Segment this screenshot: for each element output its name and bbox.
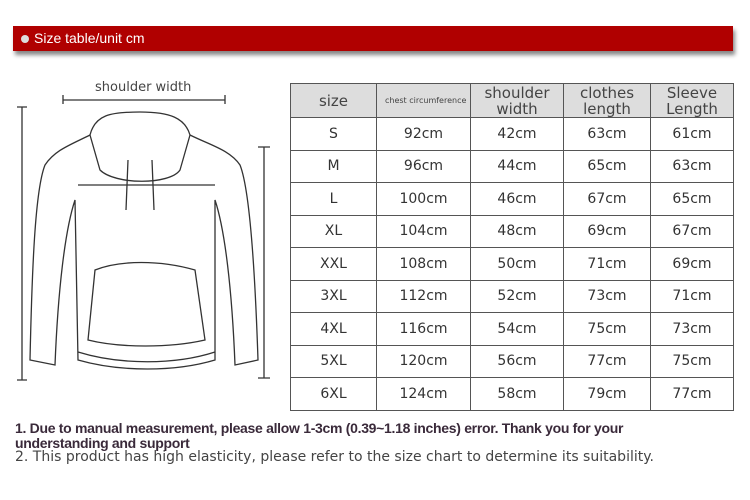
note-2: 2. This product has high elasticity, ple… [15,449,654,465]
table-row: M 96cm 44cm 65cm 63cm [290,149,734,183]
table-cell: 69cm [650,247,734,281]
table-cell: M [290,149,377,183]
table-row: XL 104cm 48cm 69cm 67cm [290,214,734,248]
table-row: 5XL 120cm 56cm 77cm 75cm [290,344,734,378]
table-cell: 58cm [470,377,564,411]
table-cell: 6XL [290,377,377,411]
table-cell: 65cm [650,182,734,216]
table-cell: 96cm [376,149,471,183]
size-table-banner: Size table/unit cm [13,26,733,51]
table-cell: 92cm [376,117,471,151]
table-cell: XL [290,214,377,248]
table-cell: 63cm [650,149,734,183]
table-cell: 67cm [650,214,734,248]
hood [89,111,191,182]
kangaroo-pocket [87,261,206,347]
size-table: size chest circumference shoulder width … [290,83,734,411]
table-cell: 116cm [376,312,471,346]
table-row: XXL 108cm 50cm 71cm 69cm [290,247,734,281]
header-sleeve: Sleeve Length [650,83,734,118]
header-size: size [290,83,377,118]
hem [77,351,216,363]
table-cell: 46cm [470,182,564,216]
shoulder-width-arrow [62,95,226,104]
table-cell: 112cm [376,279,471,313]
notes: 1. Due to manual measurement, please all… [15,421,655,466]
header-length: clothes length [563,83,651,118]
table-cell: 67cm [563,182,651,216]
shoulder-width-label: shoulder width [95,80,192,95]
table-cell: 4XL [290,312,377,346]
table-cell: 104cm [376,214,471,248]
table-cell: 75cm [563,312,651,346]
table-header-row: size chest circumference shoulder width … [290,83,734,118]
hoodie-body [29,134,259,370]
table-row: 3XL 112cm 52cm 73cm 71cm [290,279,734,313]
table-cell: 3XL [290,279,377,313]
table-cell: 52cm [470,279,564,313]
table-cell: 120cm [376,344,471,378]
table-cell: XXL [290,247,377,281]
bullet-icon [21,35,29,44]
table-cell: 108cm [376,247,471,281]
table-cell: 48cm [470,214,564,248]
table-cell: 42cm [470,117,564,151]
table-cell: 73cm [650,312,734,346]
table-cell: L [290,182,377,216]
table-cell: 124cm [376,377,471,411]
table-cell: 50cm [470,247,564,281]
table-cell: 54cm [470,312,564,346]
header-chest: chest circumference [376,83,471,118]
note-1: 1. Due to manual measurement, please all… [15,420,624,451]
header-shoulder: shoulder width [470,83,564,118]
table-cell: 79cm [563,377,651,411]
table-cell: 69cm [563,214,651,248]
table-cell: 100cm [376,182,471,216]
table-cell: 71cm [563,247,651,281]
drawstrings [125,159,155,211]
table-cell: 77cm [650,377,734,411]
table-cell: 73cm [563,279,651,313]
table-cell: 75cm [650,344,734,378]
sleeve-length-arrow [258,146,270,379]
table-cell: 44cm [470,149,564,183]
table-row: 6XL 124cm 58cm 79cm 77cm [290,377,734,411]
table-cell: 61cm [650,117,734,151]
table-row: S 92cm 42cm 63cm 61cm [290,117,734,151]
clothes-length-arrow [17,106,27,381]
table-cell: S [290,117,377,151]
table-cell: 65cm [563,149,651,183]
banner-title: Size table/unit cm [34,30,145,46]
table-row: 4XL 116cm 54cm 75cm 73cm [290,312,734,346]
table-cell: 56cm [470,344,564,378]
table-cell: 71cm [650,279,734,313]
table-cell: 77cm [563,344,651,378]
hoodie-diagram [17,95,270,381]
table-row: L 100cm 46cm 67cm 65cm [290,182,734,216]
table-cell: 63cm [563,117,651,151]
table-cell: 5XL [290,344,377,378]
